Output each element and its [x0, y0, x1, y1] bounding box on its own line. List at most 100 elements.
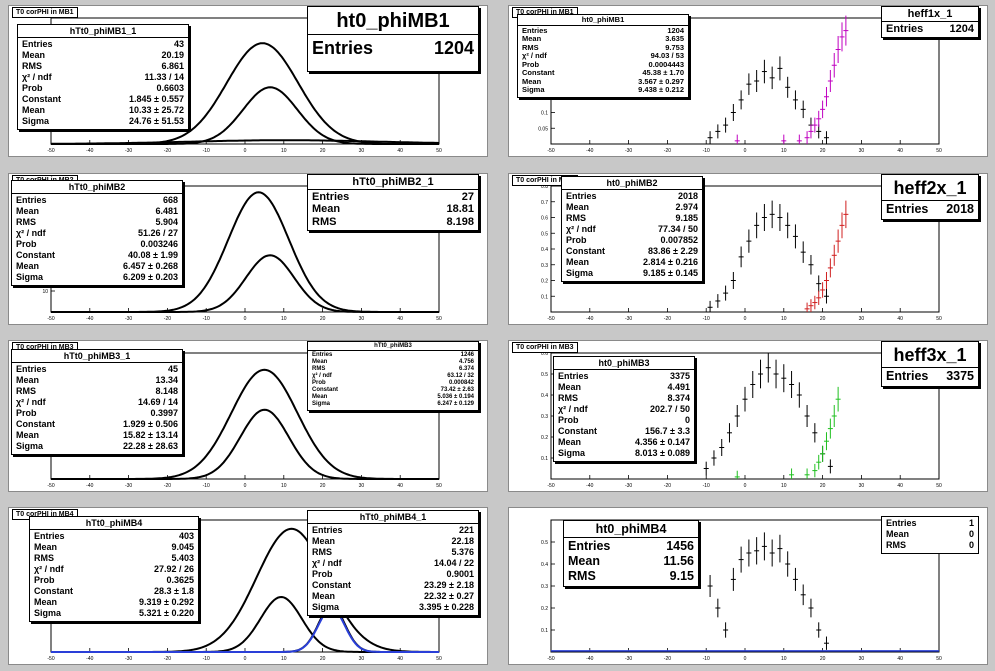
stats-row: Sigma 6.247 ± 0.129 — [312, 401, 474, 408]
x-tick-label: -30 — [625, 148, 632, 154]
stats-value: 0.000842 — [448, 380, 474, 386]
stats-value: 6.374 — [458, 366, 474, 372]
stats-row: Mean 10.33 ± 25.72 — [22, 105, 184, 116]
pad-mb2-efficiency: T0 corPHI in MB2 -50 -40 -30 -20 -10 0 10 20 30 4… — [508, 173, 988, 325]
stats-value: 73.42 ± 2.63 — [440, 387, 474, 393]
stats-value: 4.756 — [458, 359, 474, 365]
x-tick-label: 0 — [744, 483, 747, 489]
x-tick-label: -20 — [664, 483, 671, 489]
stats-row: Mean 4.356 ± 0.147 — [558, 437, 690, 448]
y-tick-label: 10 — [42, 289, 48, 295]
stats-value: 0 — [968, 540, 974, 550]
pad-mb3-efficiency: T0 corPHI in MB3 -50 -40 -30 -20 -10 0 10 20 30 4… — [508, 340, 988, 492]
x-tick-label: 10 — [781, 148, 787, 154]
stats-row: Mean 0 — [886, 529, 974, 540]
stats-label: χ² / ndf — [16, 397, 46, 407]
stats-row: Entries 403 — [34, 531, 194, 542]
x-tick-label: -20 — [164, 148, 171, 154]
stats-label: Prob — [558, 415, 579, 425]
x-tick-label: 40 — [397, 316, 403, 322]
stats-value: 9.185 ± 0.145 — [643, 268, 698, 278]
stats-value: 3375 — [669, 371, 690, 381]
stats-value: 24.76 ± 51.53 — [129, 116, 184, 126]
stats-row: Constant 1.845 ± 0.557 — [22, 94, 184, 105]
x-tick-label: -10 — [203, 316, 210, 322]
x-tick-label: -50 — [547, 483, 554, 489]
x-tick-label: 10 — [781, 483, 787, 489]
stats-label: Entries — [886, 369, 929, 383]
stats-label: Sigma — [16, 272, 44, 282]
stats-label: RMS — [34, 553, 54, 563]
x-tick-label: 10 — [281, 148, 287, 154]
y-tick-label: 0.8 — [541, 184, 548, 190]
stats-label: Mean — [22, 105, 46, 115]
stats-value: 40.08 ± 1.99 — [128, 250, 178, 260]
stats-row: Entries 1 — [886, 518, 974, 529]
stats-label: Constant — [312, 387, 338, 393]
stats-box-title: hTt0_phiMB3 — [308, 343, 478, 351]
y-tick-label: 0.5 — [541, 372, 548, 378]
stats-value: 94.03 / 53 — [650, 51, 684, 60]
x-tick-label: -30 — [625, 483, 632, 489]
x-tick-label: -40 — [86, 656, 93, 662]
stats-value: 1246 — [460, 352, 474, 358]
stats-label: Prob — [16, 239, 37, 249]
stats-value: 11.33 / 14 — [144, 72, 184, 82]
x-tick-label: 30 — [859, 656, 865, 662]
y-tick-label: 0.2 — [541, 435, 548, 441]
stats-label: RMS — [566, 213, 586, 223]
stats-label: Mean — [16, 261, 40, 271]
stats-box-summary: hTt0_phiMB2_1 Entries 27 Mean 18.81 RMS 8.198 — [307, 174, 479, 231]
stats-value: 27.92 / 26 — [153, 564, 194, 574]
y-tick-label: 0.3 — [541, 414, 548, 420]
stats-rows: Entries 1204 — [312, 36, 474, 60]
stats-label: Mean — [34, 597, 58, 607]
x-tick-label: 40 — [897, 148, 903, 154]
x-tick-label: -40 — [586, 483, 593, 489]
x-tick-label: 0 — [744, 656, 747, 662]
stats-value: 1 — [968, 518, 974, 528]
stats-label: Prob — [566, 235, 587, 245]
y-tick-label: 0.4 — [541, 393, 548, 399]
x-tick-label: 50 — [936, 656, 942, 662]
stats-label: Constant — [312, 580, 351, 590]
x-tick-label: 10 — [281, 316, 287, 322]
pad-mb1-histogram: T0 corPHI in MB1 -50 -40 -30 -20 -10 0 10 20 30 4… — [8, 5, 488, 157]
stats-box-title: hTt0_phiMB1_1 — [18, 26, 188, 38]
stats-value: 3.395 ± 0.228 — [419, 602, 474, 612]
x-tick-label: 0 — [244, 316, 247, 322]
stats-value: 0.3997 — [150, 408, 178, 418]
x-tick-label: 20 — [820, 148, 826, 154]
x-tick-label: -20 — [164, 483, 171, 489]
stats-row: RMS 8.374 — [558, 393, 690, 404]
stats-row: χ² / ndf 51.26 / 27 — [16, 228, 178, 239]
stats-value: 13.34 — [155, 375, 178, 385]
stats-box-title: hTt0_phiMB4_1 — [308, 512, 478, 524]
x-tick-label: -20 — [164, 316, 171, 322]
stats-value: 0.007852 — [660, 235, 698, 245]
stats-box-title: heff2x_1 — [882, 176, 978, 201]
stats-box-title: ht0_phiMB1 — [308, 8, 478, 35]
x-tick-label: 50 — [936, 483, 942, 489]
x-tick-label: 10 — [281, 656, 287, 662]
stats-row: Mean 4.491 — [558, 382, 690, 393]
stats-box-secondary: hTt0_phiMB4_1 Entries 221 Mean 22.18 RMS 5.37… — [307, 510, 479, 616]
stats-row: Entries 1204 — [312, 36, 474, 60]
stats-row: Sigma 8.013 ± 0.089 — [558, 448, 690, 459]
pad-mb3-histogram: T0 corPHI in MB3 -50 -40 -30 -20 -10 0 10 20 30 4… — [8, 340, 488, 492]
stats-label: Mean — [568, 554, 600, 568]
stats-label: Mean — [522, 34, 542, 43]
x-tick-label: -50 — [47, 656, 54, 662]
stats-row: Prob 0.3997 — [16, 408, 178, 419]
stats-box-summary: heff2x_1 Entries 2018 — [881, 174, 979, 220]
x-tick-label: -10 — [703, 148, 710, 154]
stats-row: Mean 6.481 — [16, 206, 178, 217]
x-tick-label: -30 — [125, 656, 132, 662]
stats-label: Sigma — [566, 268, 594, 278]
stats-row: χ² / ndf 202.7 / 50 — [558, 404, 690, 415]
stats-row: Constant 83.86 ± 2.29 — [566, 246, 698, 257]
stats-box-summary: heff3x_1 Entries 3375 — [881, 341, 979, 387]
stats-row: RMS 5.376 — [312, 547, 474, 558]
stats-label: χ² / ndf — [34, 564, 64, 574]
stats-row: χ² / ndf 94.03 / 53 — [522, 51, 684, 61]
